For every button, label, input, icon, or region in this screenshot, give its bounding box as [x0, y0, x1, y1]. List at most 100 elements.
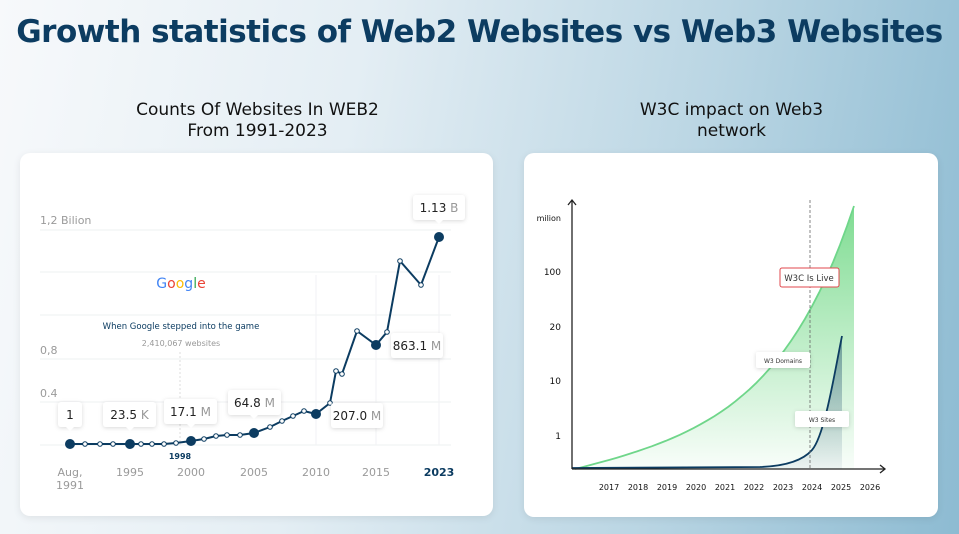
small-data-point: [384, 329, 390, 335]
y-tick-label: 10: [550, 377, 562, 387]
x-tick-label: 2020: [686, 483, 706, 492]
data-label-pointer: [435, 220, 443, 224]
w3c-live-label: W3C Is Live: [784, 274, 833, 284]
w3-sites-callout: [795, 411, 849, 427]
x-tick-label: 1995: [116, 466, 144, 479]
data-label: 1: [66, 408, 74, 422]
data-label-value: 17.1: [170, 405, 197, 419]
x-tick-label: 2023: [773, 483, 793, 492]
data-label: 17.1 M: [170, 405, 211, 419]
data-label-value: 1.13: [420, 201, 447, 215]
y-tick-label: 0.4: [40, 387, 58, 400]
y-tick-label: 0,8: [40, 344, 58, 357]
data-label: 1.13 B: [420, 201, 459, 215]
y-tick-label: 1,2 Bilion: [40, 214, 91, 227]
x-tick-label: 2024: [802, 483, 822, 492]
x-tick-label: 2019: [657, 483, 677, 492]
x-tick-label: 2018: [628, 483, 648, 492]
data-label: 207.0 M: [333, 409, 382, 423]
data-label-pointer: [66, 427, 74, 431]
left-chart-title: Counts Of Websites In WEB2 From 1991-202…: [20, 100, 495, 142]
data-label-unit: M: [427, 339, 441, 353]
w3-sites-area: [572, 336, 842, 469]
data-label-box: [228, 390, 281, 415]
data-point: [65, 439, 75, 449]
small-data-point: [110, 441, 116, 447]
x-tick-label: 2025: [831, 483, 851, 492]
right-title-line-1: W3C impact on Web3: [639, 100, 824, 120]
google-logo: Google: [156, 276, 205, 292]
y-tick-label: 20: [550, 323, 562, 333]
x-tick-label: 2022: [744, 483, 764, 492]
w3-sites-label: W3 Sites: [809, 417, 835, 424]
data-label-box: [103, 402, 156, 427]
small-data-point: [224, 432, 230, 438]
google-annotation-text: When Google stepped into the game: [103, 322, 260, 332]
left-title-line-1: Counts Of Websites In WEB2: [136, 100, 379, 120]
x-tick-label: 2010: [302, 466, 330, 479]
x-tick-label: 2023: [424, 466, 455, 479]
w3c-live-callout: [779, 267, 840, 288]
data-point: [371, 340, 381, 350]
x-tick-label: Aug,: [58, 466, 83, 479]
data-point: [186, 436, 196, 446]
data-point: [249, 428, 259, 438]
y-axis-arrow: [567, 198, 577, 206]
left-title-line-2: From 1991-2023: [187, 121, 328, 141]
w3-sites-line: [571, 335, 843, 469]
data-label: 863.1 M: [393, 339, 442, 353]
data-label-pointer: [187, 424, 195, 428]
x-tick-label: 2021: [715, 483, 735, 492]
data-label-pointer: [250, 415, 258, 419]
small-data-point: [213, 433, 219, 439]
x-tick-label: 2017: [599, 483, 619, 492]
y-tick-label: 1: [555, 432, 561, 442]
small-data-point: [267, 424, 273, 430]
w3-domains-label: W3 Domains: [764, 358, 802, 365]
small-data-point: [333, 368, 339, 374]
page-title: Growth statistics of Web2 Websites vs We…: [16, 14, 943, 50]
small-data-point: [301, 408, 307, 414]
data-label: 23.5 K: [110, 408, 150, 422]
data-label-unit: M: [197, 405, 211, 419]
small-data-point: [149, 441, 155, 447]
data-label-box: [58, 402, 82, 427]
small-data-point: [397, 258, 403, 264]
small-data-point: [201, 436, 207, 442]
google-annotation-year: 1998: [169, 452, 192, 461]
small-data-point: [173, 440, 179, 446]
right-title-line-2: network: [696, 121, 767, 141]
x-tick-label: 2000: [177, 466, 205, 479]
small-data-point: [279, 418, 285, 424]
x-tick-label: 2026: [860, 483, 880, 492]
data-point: [311, 409, 321, 419]
data-label-box: [413, 195, 465, 220]
small-data-point: [97, 441, 103, 447]
w3-domains-callout: [756, 352, 810, 368]
small-data-point: [418, 282, 424, 288]
data-label-box: [331, 403, 383, 428]
right-chart-title: W3C impact on Web3 network: [524, 100, 939, 142]
data-label: 64.8 M: [234, 396, 275, 410]
y-tick-label: 100: [544, 268, 561, 278]
data-label-box: [164, 399, 217, 424]
data-label-unit: M: [261, 396, 275, 410]
small-data-point: [82, 441, 88, 447]
w3-domains-area: [575, 206, 854, 469]
small-data-point: [161, 441, 167, 447]
x-axis-arrow: [879, 464, 887, 474]
data-label-pointer: [126, 427, 134, 431]
data-label-value: 207.0: [333, 409, 367, 423]
data-point: [434, 232, 444, 242]
w3-domains-line: [574, 205, 855, 470]
data-point: [125, 439, 135, 449]
x-tick-label: 2015: [362, 466, 390, 479]
google-annotation-websites: 2,410,067 websites: [142, 339, 220, 348]
data-label-box: [391, 333, 443, 358]
data-label-unit: K: [137, 408, 150, 422]
data-label-unit: M: [367, 409, 381, 423]
small-data-point: [339, 371, 345, 377]
small-data-point: [290, 413, 296, 419]
small-data-point: [138, 441, 144, 447]
y-axis-label: milion: [537, 214, 561, 223]
